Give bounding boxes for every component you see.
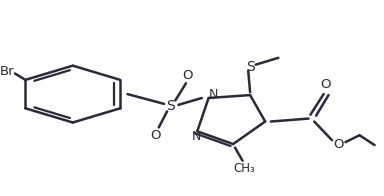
Text: N: N: [209, 88, 218, 101]
Text: CH₃: CH₃: [233, 162, 255, 175]
Text: O: O: [183, 69, 193, 82]
Text: Br: Br: [0, 65, 15, 78]
Text: S: S: [246, 60, 255, 74]
Text: O: O: [320, 78, 331, 91]
Text: S: S: [167, 99, 175, 113]
Text: O: O: [151, 129, 161, 142]
Text: O: O: [333, 138, 344, 151]
Text: N: N: [192, 130, 201, 143]
